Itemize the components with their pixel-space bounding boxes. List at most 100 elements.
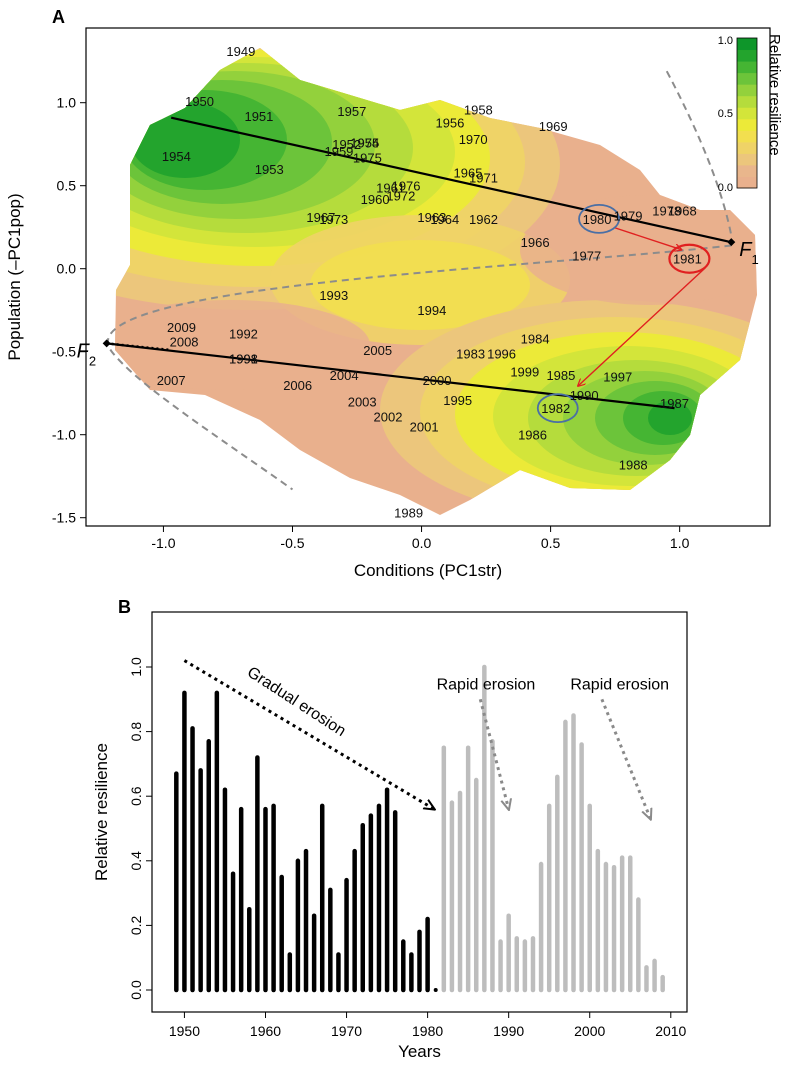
year-label-1972: 1972 [386,189,415,204]
year-label-1993: 1993 [319,288,348,303]
year-label-1995: 1995 [443,393,472,408]
colorbar-band [737,49,757,62]
year-label-1956: 1956 [435,116,464,131]
a-xtick-label: 0.5 [541,535,561,551]
year-label-1968: 1968 [668,204,697,219]
year-label-1990: 1990 [570,388,599,403]
year-label-2001: 2001 [410,419,439,434]
b-xtick-label: 2010 [655,1023,686,1039]
year-label-1982: 1982 [541,401,570,416]
year-label-1998: 1998 [229,351,258,366]
a-ylabel: Population (–PC1pop) [5,193,24,360]
colorbar-band [737,130,757,143]
a-ytick-label: 0.0 [57,261,77,277]
year-label-1984: 1984 [521,331,550,346]
year-label-2000: 2000 [423,373,452,388]
colorbar-band [737,72,757,85]
a-ytick-label: -1.5 [52,510,76,526]
year-label-1966: 1966 [521,235,550,250]
f2-dotted-link [106,342,172,352]
a-ytick-label: -0.5 [52,344,76,360]
colorbar-band [737,38,757,51]
year-label-1974: 1974 [350,136,379,151]
gradual-erosion-label: Gradual erosion [244,664,349,740]
b-xtick-label: 1990 [493,1023,524,1039]
year-label-1970: 1970 [459,132,488,147]
attractor-subscript-1: 1 [752,252,759,267]
b-ytick-label: 0.8 [128,722,144,742]
panel-a-frame [85,27,771,527]
colorbar-band [737,141,757,154]
year-label-1965: 1965 [454,165,483,180]
year-label-1988: 1988 [619,458,648,473]
rapid-erosion-label-1: Rapid erosion [437,677,536,694]
guide-curve-separatrix [107,244,732,491]
year-label-1969: 1969 [539,119,568,134]
a-xtick-label: 1.0 [670,535,690,551]
year-label-1954: 1954 [162,149,191,164]
trajectory-line-0 [170,116,732,244]
colorbar-tick-0: 0.0 [718,182,733,194]
year-label-2009: 2009 [167,320,196,335]
year-label-2003: 2003 [348,394,377,409]
a-xlabel: Conditions (PC1str) [354,561,502,580]
year-label-1999: 1999 [510,365,539,380]
colorbar-band [737,95,757,108]
colorbar-band [737,107,757,120]
b-xtick-label: 2000 [574,1023,605,1039]
a-xtick-label: -1.0 [151,535,175,551]
year-label-1951: 1951 [244,109,273,124]
year-label-1989: 1989 [394,506,423,521]
rapid-erosion-arrow-2 [600,698,651,819]
a-ytick-label: 1.0 [57,95,77,111]
shift-arrow-0 [614,227,681,250]
year-label-1980: 1980 [583,212,612,227]
colorbar-band [737,176,757,189]
b-xlabel: Years [398,1042,441,1061]
year-label-1991: 1991 [229,351,258,366]
colorbar-tick-1: 1.0 [718,35,733,47]
year-label-2005: 2005 [363,343,392,358]
year-label-1992: 1992 [229,326,258,341]
b-xtick-label: 1980 [412,1023,443,1039]
panel-a-layer: 1949 1950 1951 1952 1953 1954 1955 1956 1957 1958… [5,44,759,580]
panel-b-frame [151,611,688,1013]
year-label-1981: 1981 [673,252,702,267]
year-label-2004: 2004 [330,368,359,383]
year-label-1986: 1986 [518,428,547,443]
year-label-1997: 1997 [603,370,632,385]
year-label-2007: 2007 [157,373,186,388]
trajectory-line-1 [106,342,675,410]
year-label-2008: 2008 [170,335,199,350]
b-xtick-label: 1960 [250,1023,281,1039]
b-xtick-label: 1950 [169,1023,200,1039]
rapid-erosion-arrow-1 [478,698,508,809]
year-label-2006: 2006 [283,378,312,393]
shift-arrow-1 [578,267,706,386]
panel-a-letter: A [52,7,65,27]
year-label-1967: 1967 [306,210,335,225]
year-label-1962: 1962 [469,212,498,227]
attractor-marker-2 [102,339,111,348]
colorbar-tick-05: 0.5 [718,108,733,120]
ring-1982 [536,393,579,424]
year-label-2002: 2002 [374,409,403,424]
year-label-1985: 1985 [546,368,575,383]
year-label-1963: 1963 [417,210,446,225]
colorbar-band [737,118,757,131]
year-label-1959: 1959 [324,144,353,159]
b-ytick-label: 1.0 [128,657,144,677]
a-xtick-label: 0.0 [412,535,432,551]
b-xtick-label: 1970 [331,1023,362,1039]
b-ytick-label: 0.4 [128,851,144,871]
year-label-1953: 1953 [255,162,284,177]
year-label-1949: 1949 [226,44,255,59]
gradual-erosion-arrow [183,659,434,810]
guide-curve-upper-right [665,70,733,236]
ring-1980 [578,203,620,234]
bar-1981 [433,988,438,992]
year-label-1976: 1976 [392,179,421,194]
year-label-1978: 1978 [652,204,681,219]
